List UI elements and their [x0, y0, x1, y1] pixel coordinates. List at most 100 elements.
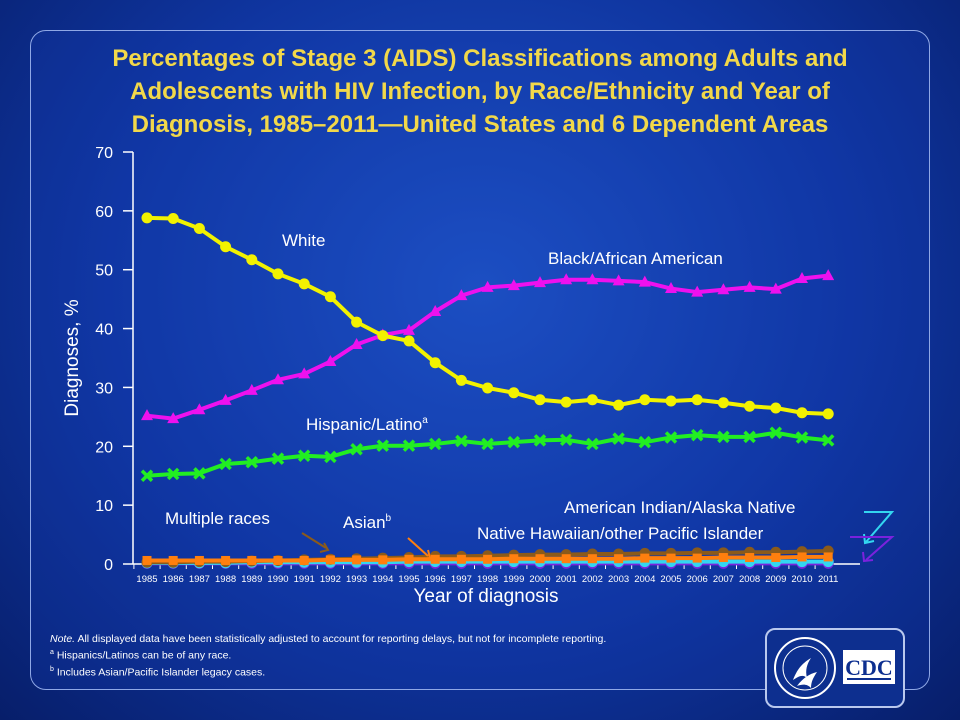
data-point-hispanic-latino [245, 455, 259, 469]
data-point-asian [352, 555, 362, 565]
x-ticks: 1985 1986 1987 1988 1989 1990 1991 1992 1993 1994… [133, 564, 838, 585]
data-point-hispanic-latino [481, 437, 494, 451]
data-point-white [298, 278, 310, 290]
data-point-asian [456, 554, 466, 564]
x-tick-label: 1986 [163, 574, 184, 585]
footnote-b-marker: b [50, 665, 54, 673]
arrow-asian-head [421, 549, 432, 560]
data-point-asian [378, 555, 388, 565]
series-labels: White Black/African American Hispanic/La… [165, 231, 796, 543]
x-tick-label: 1994 [372, 574, 393, 585]
annotation-arrows [301, 511, 895, 563]
data-point-black-african-american [481, 280, 494, 292]
data-point-black-african-american [769, 282, 782, 294]
arrow-multiple-races-head [319, 542, 330, 553]
x-tick-label: 1995 [398, 574, 419, 585]
data-point-black-african-american [245, 383, 258, 395]
series-layer [140, 212, 835, 569]
data-point-black-african-american [429, 305, 442, 317]
data-point-white [324, 291, 336, 303]
data-point-hispanic-latino [664, 431, 678, 444]
data-point-white [351, 316, 363, 328]
data-point-asian [535, 554, 545, 564]
data-point-white [141, 212, 153, 224]
data-point-black-african-american [167, 412, 180, 424]
data-point-white [220, 241, 232, 253]
data-point-white [560, 396, 572, 408]
x-tick-label: 1997 [451, 574, 472, 585]
data-point-white [534, 394, 546, 406]
data-point-asian [587, 554, 597, 564]
data-point-black-african-american [403, 323, 415, 335]
data-point-white [377, 330, 389, 342]
data-point-black-african-american [219, 393, 232, 405]
footnote-b-text: Includes Asian/Pacific Islander legacy c… [56, 666, 266, 678]
data-point-hispanic-latino [638, 435, 652, 449]
data-point-black-african-american [141, 409, 153, 421]
data-point-hispanic-latino [297, 449, 311, 462]
data-point-white [403, 335, 415, 347]
x-tick-label: 2000 [529, 574, 550, 585]
data-point-hispanic-latino [219, 457, 232, 471]
data-point-hispanic-latino [428, 437, 442, 451]
title-line-1: Percentages of Stage 3 (AIDS) Classifica… [112, 45, 847, 72]
data-point-white [744, 400, 756, 412]
series-line-black-african-american [146, 273, 829, 421]
data-point-white [246, 254, 258, 266]
arrow-aian [864, 511, 895, 543]
data-point-asian [509, 554, 519, 564]
y-tick-label: 0 [104, 557, 113, 574]
x-tick-label: 1992 [320, 574, 341, 585]
y-tick-label: 10 [95, 498, 113, 515]
label-black: Black/African American [548, 249, 723, 268]
series-black-african-american [141, 269, 835, 424]
x-tick-label: 1999 [503, 574, 524, 585]
data-point-white [717, 397, 729, 409]
x-tick-label: 1993 [346, 574, 367, 585]
hhs-eagle-icon [774, 637, 836, 699]
data-point-asian [221, 555, 231, 565]
title-line-2: Adolescents with HIV Infection, by Race/… [130, 78, 831, 105]
data-point-black-african-american [272, 373, 284, 385]
x-tick-label: 1989 [241, 574, 262, 585]
data-point-hispanic-latino [402, 439, 416, 452]
label-white: White [282, 231, 325, 250]
data-point-asian [718, 553, 728, 563]
data-point-hispanic-latino [769, 426, 783, 439]
data-point-black-african-american [691, 285, 704, 297]
y-tick-label: 40 [95, 322, 113, 339]
data-point-white [586, 394, 598, 406]
data-point-hispanic-latino [717, 430, 730, 444]
arrow-multiple-races [301, 532, 327, 549]
y-tick-label: 70 [95, 145, 113, 162]
label-multiple-races: Multiple races [165, 509, 270, 528]
data-point-white [796, 407, 808, 419]
cdc-logo-text: CDC [845, 655, 893, 680]
x-tick-label: 2002 [582, 574, 603, 585]
footnote-b: b Includes Asian/Pacific Islander legacy… [50, 663, 730, 680]
series-white [141, 212, 834, 420]
data-point-white [822, 408, 834, 420]
y-tick-label: 60 [95, 204, 113, 221]
note-label: Note. [50, 633, 76, 645]
x-tick-label: 1991 [294, 574, 315, 585]
arrow-nhopi-head [862, 551, 874, 563]
data-point-black-african-american [560, 273, 573, 285]
label-nhopi: Native Hawaiian/other Pacific Islander [477, 524, 764, 543]
data-point-black-african-american [796, 272, 808, 284]
data-point-asian [142, 555, 152, 565]
data-point-white [613, 399, 625, 411]
data-point-black-african-american [612, 274, 625, 286]
arrow-nhopi [850, 536, 895, 561]
data-point-black-african-american [743, 280, 756, 292]
x-tick-label: 1985 [136, 574, 157, 585]
data-point-hispanic-latino [612, 432, 625, 445]
data-point-white [639, 394, 651, 406]
data-point-black-african-american [665, 282, 677, 294]
data-point-hispanic-latino [166, 467, 180, 481]
data-point-hispanic-latino [533, 434, 547, 447]
series-hispanic-latino [140, 426, 835, 482]
data-point-white [429, 357, 441, 369]
x-tick-label: 2010 [791, 574, 812, 585]
y-axis-label: Diagnoses, % [62, 299, 83, 416]
